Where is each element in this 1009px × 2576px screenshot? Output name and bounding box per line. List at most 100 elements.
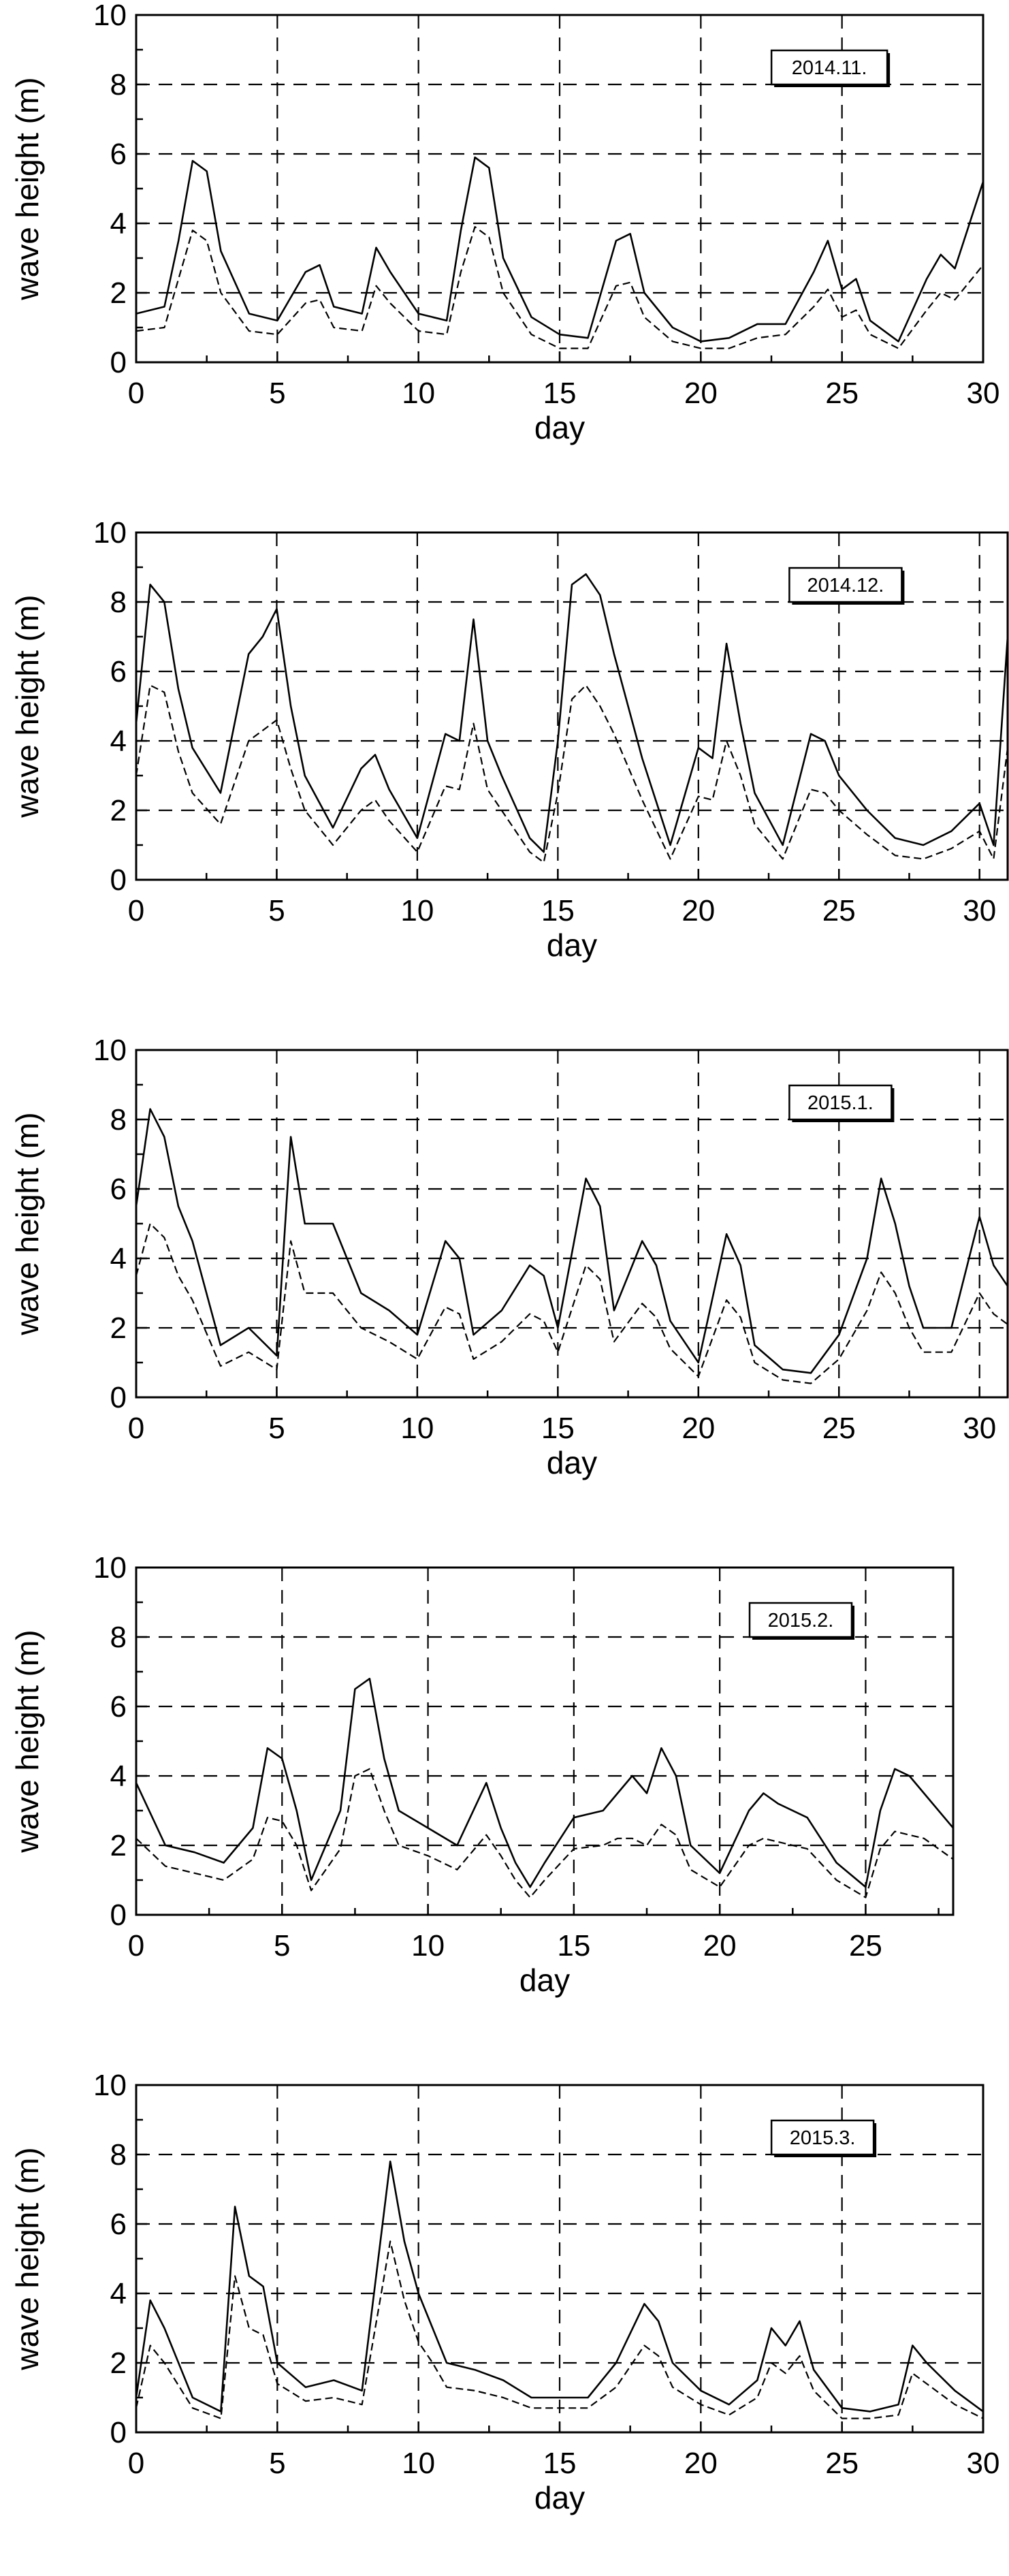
y-tick-label: 2 [110, 794, 127, 827]
x-axis-label: day [534, 410, 585, 445]
x-tick-label: 10 [400, 894, 434, 927]
x-tick-label: 15 [543, 377, 577, 410]
legend-box [770, 2119, 875, 2156]
y-tick-label: 4 [110, 1760, 127, 1793]
y-tick-label: 8 [110, 586, 127, 619]
chart-2015-02: 0 2 4 6 8 10 0 5 10 15 20 25 day wave height (m) 2015.… [10, 1551, 955, 1998]
chart-2014-12: 0 2 4 6 8 10 0 5 10 15 20 25 30 day wave height (m) 201… [10, 516, 1009, 963]
y-tick-label: 6 [110, 1173, 127, 1206]
plot-frame [135, 1049, 1009, 1399]
x-tick-label: 25 [849, 1929, 882, 1962]
y-tick-label: 0 [110, 2416, 127, 2449]
series-line-solid [135, 2160, 984, 2413]
y-tick-label: 4 [110, 207, 127, 240]
x-tick-label: 5 [269, 377, 285, 410]
series-line-dashed [135, 2240, 984, 2419]
y-tick-label: 10 [93, 2069, 127, 2102]
series-line-dashed [135, 1222, 1008, 1384]
x-tick-label: 5 [268, 1412, 285, 1445]
x-tick-label: 10 [402, 377, 435, 410]
series-line-solid [135, 156, 984, 343]
x-tick-label: 30 [967, 377, 1000, 410]
chart-title: 2014.12. [807, 575, 884, 597]
y-tick-label: 10 [93, 1034, 127, 1067]
y-tick-label: 6 [110, 138, 127, 171]
series-line-solid [135, 1677, 954, 1888]
y-tick-label: 4 [110, 2277, 127, 2310]
y-tick-label: 2 [110, 276, 127, 310]
x-tick-label: 20 [684, 377, 718, 410]
chart-title: 2015.1. [807, 1092, 874, 1114]
legend-box [788, 567, 903, 603]
x-tick-label: 20 [703, 1929, 737, 1962]
x-tick-label: 15 [557, 1929, 590, 1962]
y-tick-label: 10 [93, 516, 127, 550]
y-tick-label: 0 [110, 1381, 127, 1414]
x-tick-label: 0 [128, 377, 144, 410]
x-tick-label: 15 [541, 1412, 575, 1445]
x-tick-label: 15 [543, 2447, 577, 2480]
y-tick-label: 6 [110, 2208, 127, 2241]
x-tick-label: 10 [400, 1412, 434, 1445]
plot-frame [135, 531, 1009, 881]
y-tick-label: 2 [110, 1311, 127, 1345]
x-tick-label: 30 [967, 2447, 1000, 2480]
chart-2015-03: 0 2 4 6 8 10 0 5 10 15 20 25 30 day wave height (m) 201… [10, 2069, 1000, 2515]
y-tick-label: 10 [93, 1551, 127, 1585]
y-tick-label: 2 [110, 1829, 127, 1862]
x-tick-label: 10 [411, 1929, 445, 1962]
y-tick-label: 6 [110, 1690, 127, 1723]
x-tick-label: 5 [269, 2447, 285, 2480]
x-tick-label: 0 [128, 894, 144, 927]
x-tick-label: 25 [825, 2447, 859, 2480]
y-tick-label: 0 [110, 1898, 127, 1932]
y-tick-label: 4 [110, 1242, 127, 1275]
y-tick-label: 8 [110, 1103, 127, 1136]
x-tick-label: 0 [128, 1412, 144, 1445]
legend-box [748, 1602, 853, 1638]
x-tick-label: 20 [682, 1412, 715, 1445]
x-tick-label: 25 [822, 1412, 856, 1445]
x-tick-label: 25 [825, 377, 859, 410]
legend-box [770, 49, 888, 86]
x-tick-label: 15 [541, 894, 575, 927]
y-axis-label: wave height (m) [10, 594, 45, 818]
series-line-dashed [135, 226, 984, 349]
x-tick-label: 0 [128, 1929, 144, 1962]
y-axis-label: wave height (m) [10, 1629, 45, 1853]
series-line-dashed [135, 1768, 954, 1898]
y-tick-label: 0 [110, 863, 127, 897]
x-tick-label: 10 [402, 2447, 435, 2480]
x-tick-label: 5 [268, 894, 285, 927]
series-line-solid [135, 573, 1009, 853]
legend-box [788, 1084, 893, 1121]
chart-title: 2015.2. [768, 1610, 834, 1632]
chart-title: 2014.11. [792, 57, 867, 79]
series-line-dashed [135, 684, 1009, 863]
y-tick-label: 10 [93, 0, 127, 32]
chart-2015-01: 0 2 4 6 8 10 0 5 10 15 20 25 30 day wave height (m) 201… [10, 1034, 1009, 1480]
y-tick-label: 4 [110, 725, 127, 758]
x-tick-label: 20 [682, 894, 715, 927]
y-tick-label: 2 [110, 2347, 127, 2380]
y-tick-label: 6 [110, 655, 127, 688]
series-line-solid [135, 1108, 1009, 1374]
x-axis-label: day [547, 927, 597, 963]
x-axis-label: day [519, 1962, 570, 1998]
x-tick-label: 0 [128, 2447, 144, 2480]
x-axis-label: day [534, 2480, 585, 2515]
y-axis-label: wave height (m) [10, 77, 45, 300]
y-axis-label: wave height (m) [10, 2147, 45, 2370]
chart-title: 2015.3. [790, 2127, 856, 2149]
x-tick-label: 25 [822, 894, 856, 927]
plot-frame [135, 2084, 984, 2434]
y-tick-label: 8 [110, 2138, 127, 2172]
x-tick-label: 20 [684, 2447, 718, 2480]
x-tick-label: 5 [274, 1929, 290, 1962]
plot-frame [135, 1566, 955, 1916]
y-tick-label: 8 [110, 68, 127, 101]
chart-2014-11: 0 2 4 6 8 10 0 5 10 15 20 25 30 day wave height (m) 201… [10, 0, 1000, 445]
y-tick-label: 0 [110, 346, 127, 379]
x-axis-label: day [547, 1445, 597, 1480]
